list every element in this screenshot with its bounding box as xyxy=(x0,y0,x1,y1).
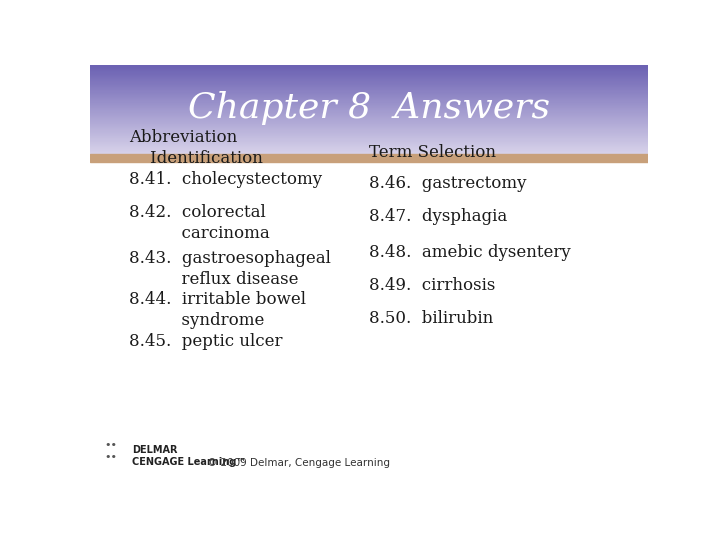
Bar xyxy=(90,110,648,112)
Bar xyxy=(90,129,648,131)
Bar xyxy=(90,124,648,125)
Text: 8.49.  cirrhosis: 8.49. cirrhosis xyxy=(369,277,495,294)
Bar xyxy=(90,144,648,145)
Bar xyxy=(90,80,648,82)
Bar xyxy=(90,91,648,93)
Bar xyxy=(90,151,648,152)
Text: 8.46.  gastrectomy: 8.46. gastrectomy xyxy=(369,175,526,192)
Bar xyxy=(90,93,648,95)
Bar xyxy=(90,116,648,117)
Bar xyxy=(90,78,648,79)
Bar xyxy=(90,111,648,113)
Text: 8.42.  colorectal
          carcinoma: 8.42. colorectal carcinoma xyxy=(129,204,270,242)
Text: DELMAR
CENGAGE Learning™: DELMAR CENGAGE Learning™ xyxy=(132,446,246,467)
Bar xyxy=(90,126,648,127)
Bar xyxy=(90,94,648,96)
Text: 8.47.  dysphagia: 8.47. dysphagia xyxy=(369,208,508,225)
Bar xyxy=(90,130,648,132)
Bar xyxy=(90,68,648,69)
Bar xyxy=(90,88,648,90)
Bar xyxy=(90,69,648,70)
Bar xyxy=(90,145,648,146)
Bar xyxy=(90,71,648,72)
Bar xyxy=(90,148,648,150)
Bar xyxy=(90,90,648,92)
Text: Chapter 8  Answers: Chapter 8 Answers xyxy=(188,91,550,125)
Bar xyxy=(90,125,648,126)
Text: Term Selection: Term Selection xyxy=(369,144,496,161)
Bar xyxy=(90,81,648,83)
Bar xyxy=(90,79,648,80)
Bar xyxy=(90,109,648,111)
Bar xyxy=(90,84,648,86)
Bar xyxy=(90,132,648,134)
Bar xyxy=(90,117,648,118)
Bar xyxy=(90,108,648,110)
Text: © 2009 Delmar, Cengage Learning: © 2009 Delmar, Cengage Learning xyxy=(207,458,390,468)
Bar xyxy=(90,123,648,124)
Bar xyxy=(90,103,648,104)
Bar xyxy=(90,92,648,94)
Bar xyxy=(90,106,648,107)
Bar xyxy=(90,86,648,87)
Bar xyxy=(90,143,648,144)
Bar xyxy=(90,118,648,119)
Bar xyxy=(90,87,648,88)
Bar xyxy=(90,70,648,71)
Bar xyxy=(90,135,648,136)
Bar xyxy=(90,128,648,130)
Bar xyxy=(90,65,648,67)
Bar xyxy=(90,136,648,138)
Bar xyxy=(90,82,648,84)
Bar xyxy=(90,73,648,75)
Bar xyxy=(90,112,648,114)
Bar xyxy=(90,120,648,122)
Text: 8.43.  gastroesophageal
          reflux disease: 8.43. gastroesophageal reflux disease xyxy=(129,250,331,288)
Bar xyxy=(90,146,648,147)
Bar xyxy=(90,99,648,100)
Bar xyxy=(90,153,648,154)
Bar xyxy=(90,131,648,133)
Bar xyxy=(90,138,648,140)
Bar xyxy=(90,76,648,77)
Bar xyxy=(90,113,648,115)
Bar xyxy=(90,141,648,143)
Text: 8.44.  irritable bowel
          syndrome: 8.44. irritable bowel syndrome xyxy=(129,292,306,329)
Bar xyxy=(90,139,648,141)
Bar xyxy=(90,104,648,105)
Bar xyxy=(90,150,648,151)
Bar xyxy=(90,77,648,78)
Bar xyxy=(90,105,648,106)
Text: 8.41.  cholecystectomy: 8.41. cholecystectomy xyxy=(129,171,322,188)
Bar xyxy=(90,119,648,120)
Text: 8.50.  bilirubin: 8.50. bilirubin xyxy=(369,310,493,327)
Bar xyxy=(90,97,648,98)
Text: 8.45.  peptic ulcer: 8.45. peptic ulcer xyxy=(129,333,282,350)
Bar xyxy=(90,122,648,123)
Bar xyxy=(90,127,648,129)
Bar xyxy=(90,107,648,109)
Bar xyxy=(90,100,648,102)
Bar xyxy=(90,64,648,66)
Bar xyxy=(90,114,648,116)
Bar xyxy=(90,147,648,149)
Bar xyxy=(90,83,648,85)
Bar xyxy=(90,102,648,103)
Bar xyxy=(90,98,648,99)
Bar xyxy=(90,140,648,142)
Text: ••
••: •• •• xyxy=(104,440,117,462)
Bar xyxy=(90,137,648,139)
Bar xyxy=(90,66,648,68)
Bar xyxy=(90,96,648,97)
Bar xyxy=(90,134,648,135)
Text: Abbreviation
    Identification: Abbreviation Identification xyxy=(129,129,263,167)
Text: 8.48.  amebic dysentery: 8.48. amebic dysentery xyxy=(369,244,571,261)
Bar xyxy=(90,89,648,91)
Bar xyxy=(90,152,648,153)
Bar xyxy=(90,154,648,161)
Bar xyxy=(90,72,648,74)
Bar xyxy=(90,75,648,76)
